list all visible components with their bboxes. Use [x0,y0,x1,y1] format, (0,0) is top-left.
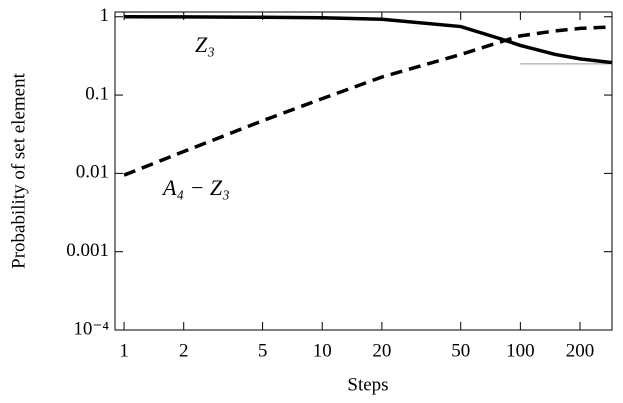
x-tick-label: 5 [258,340,268,361]
y-tick-label: 1 [100,5,110,26]
x-tick-label: 200 [566,340,595,361]
x-tick-label: 50 [451,340,470,361]
x-axis-label: Steps [347,374,388,395]
x-tick-label: 100 [506,340,535,361]
series-line [123,25,613,177]
x-tick-label: 2 [179,340,189,361]
plot-frame [114,11,613,331]
y-tick-label: 10⁻⁴ [73,318,109,339]
series-line [124,15,613,65]
y-axis-label: Probability of set element [8,72,29,268]
series-label: A₄ − Z₃ [161,175,230,200]
y-tick-label: 0.1 [85,83,109,104]
x-tick-label: 1 [119,340,129,361]
y-tick-label: 0.001 [66,240,109,261]
y-tick-label: 0.01 [76,162,109,183]
x-tick-label: 10 [313,340,332,361]
series-label: Z₃ [195,32,215,57]
x-tick-label: 20 [372,340,391,361]
